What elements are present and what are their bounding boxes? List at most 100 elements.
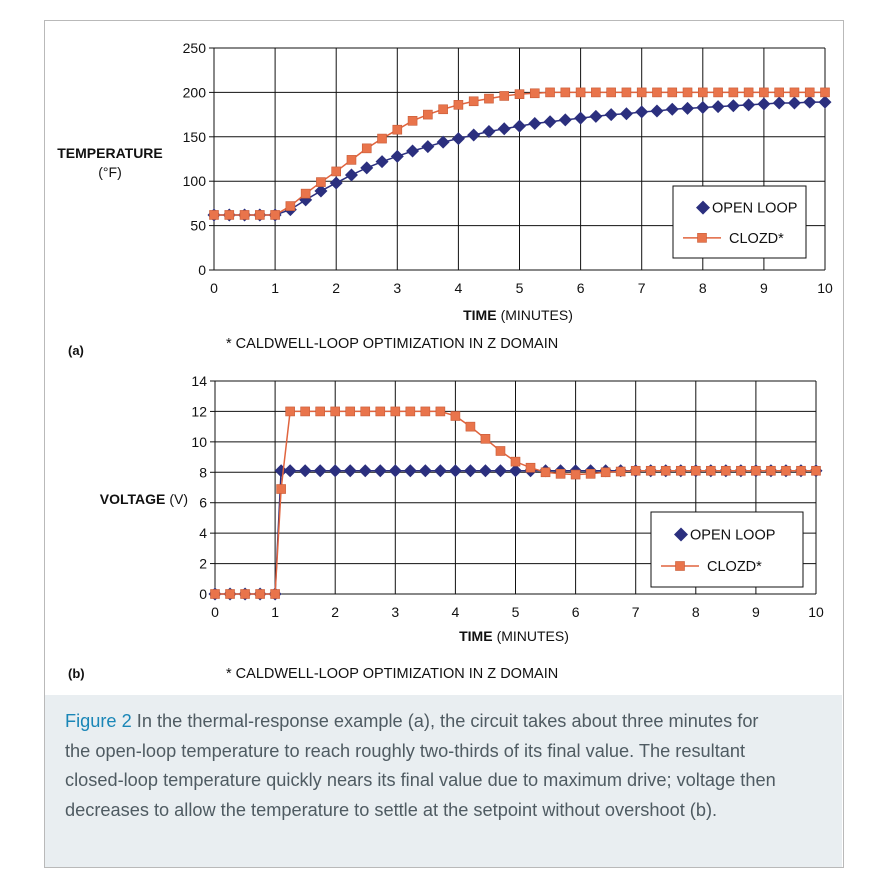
chart-a-series-open-loop-point (482, 124, 496, 138)
chart-b-series-closed-loop-point (510, 456, 521, 467)
chart-b-series-closed-loop-point (721, 465, 731, 476)
chart-b-xlabel: TIME (MINUTES) (459, 628, 569, 644)
chart-b-series-open-loop-point (328, 464, 342, 478)
chart-b-series-closed-loop-point (270, 589, 280, 599)
chart-a-series-open-loop-point (589, 109, 603, 123)
chart-a-series-open-loop-point (711, 100, 725, 114)
chart-b-series-closed-loop-point (615, 466, 626, 477)
chart-b-xtick-label: 2 (331, 604, 339, 620)
chart-a-xtick-label: 10 (817, 280, 833, 296)
caption-box: Figure 2 In the thermal-response example… (45, 695, 842, 867)
chart-a-series-closed-loop-point (346, 155, 357, 165)
chart-a-series-closed-loop-point (438, 104, 448, 115)
chart-a-series-closed-loop-point (575, 87, 586, 98)
chart-b-ylabel-main: VOLTAGE (100, 491, 166, 507)
chart-a-series-closed-loop-point (529, 88, 540, 99)
figure-label: Figure 2 (65, 711, 132, 731)
chart-b-series-closed-loop-point (480, 434, 491, 444)
chart-b-series-closed-loop-point (465, 421, 476, 432)
chart-a-panel-label: (a) (68, 343, 84, 358)
chart-b-series-open-loop-point (509, 464, 522, 478)
chart-b-series-closed-loop-point (210, 589, 220, 599)
chart-a-series-open-loop-point (314, 184, 328, 198)
chart-b-series-closed-loop-point (345, 406, 356, 417)
chart-a-legend-open-loop-marker (696, 200, 710, 215)
chart-a-ytick-label: 100 (183, 173, 207, 189)
chart-b-series-open-loop-point (463, 464, 477, 478)
chart-a-xtick-label: 7 (638, 280, 646, 296)
chart-a-series-open-loop-point (451, 132, 465, 146)
chart-a-series-open-loop-point (528, 116, 542, 130)
chart-b-series-closed-loop-point (225, 589, 235, 599)
chart-a-series-closed-loop-point (499, 91, 510, 101)
chart-b-series-open-loop-point (283, 464, 297, 478)
chart-a-series-open-loop-point (558, 113, 572, 127)
chart-a-series-closed-loop-point (239, 210, 250, 220)
chart-a-series-open-loop-point (344, 168, 358, 182)
chart-a-series-closed-loop-point (743, 87, 754, 98)
chart-a-series-open-loop-point (665, 102, 679, 116)
chart-b-series-closed-loop-point (240, 589, 250, 599)
chart-a-series-closed-loop-point (377, 133, 387, 144)
chart-a-series-open-loop-point (329, 176, 343, 190)
chart-a-xtick-label: 8 (699, 280, 707, 296)
chart-b-xtick-label: 4 (452, 604, 460, 620)
chart-b-ytick-label: 0 (199, 586, 207, 602)
chart-b-series-closed-loop-point (405, 406, 416, 417)
chart-b-series-closed-loop-point (555, 469, 566, 479)
chart-b-series-closed-loop-point (315, 406, 325, 417)
chart-b-series-closed-loop-point (706, 465, 716, 476)
chart-b-legend-open-loop-label: OPEN LOOP (690, 528, 775, 544)
chart-b-series-closed-loop-point (525, 462, 536, 473)
chart-b-series-open-loop-point (403, 464, 417, 478)
chart-b-legend: OPEN LOOP CLOZD* (650, 511, 804, 588)
chart-b-ytick-label: 12 (191, 403, 207, 419)
chart-b-series-closed-loop-point (540, 467, 551, 478)
chart-b-series-closed-loop-point (435, 406, 446, 417)
chart-a-series-closed-loop-point (423, 109, 433, 120)
chart-a-legend-closed-loop-label: CLOZD* (729, 231, 784, 247)
chart-b-series-closed-loop-point (375, 406, 386, 417)
chart-b-series-open-loop-point (448, 464, 462, 478)
chart-b-xtick-label: 5 (512, 604, 520, 620)
chart-b-series-closed-loop-point (736, 465, 746, 476)
chart-a-series-closed-loop-point (820, 87, 830, 98)
chart-a-xlabel-unit: (MINUTES) (501, 307, 573, 323)
chart-b-series-closed-loop-point (390, 406, 401, 417)
chart-a-xtick-label: 5 (516, 280, 524, 296)
chart-a-series-closed-loop-point (636, 87, 647, 98)
chart-a-xtick-label: 0 (210, 280, 218, 296)
chart-b-series-closed-loop-point (276, 484, 286, 494)
chart-b-series-closed-loop-point (766, 465, 776, 476)
chart-a-series-closed-loop-point (728, 87, 739, 98)
chart-a-series-open-loop-point (818, 95, 832, 109)
chart-a-series-open-loop-point (650, 104, 664, 118)
chart-a-series-closed-loop-point (682, 87, 693, 98)
chart-a-series-closed-loop-point (759, 87, 769, 98)
chart-b-series-closed-loop-point (330, 406, 341, 417)
chart-b-legend-box (650, 511, 804, 588)
chart-b-series-closed-loop-point (450, 411, 461, 421)
chart-a-series-open-loop-point (375, 155, 389, 169)
chart-b-ytick-label: 6 (199, 495, 207, 511)
chart-a-series-open-loop-point (696, 100, 710, 114)
chart-b-ytick-label: 2 (199, 556, 207, 572)
chart-a-series-closed-loop-point (285, 201, 296, 211)
chart-b-series-open-loop-point (433, 464, 447, 478)
chart-a-series-closed-loop-point (774, 87, 784, 98)
chart-a-series-closed-loop-point (514, 89, 525, 99)
chart-a-series-open-loop-point (803, 95, 817, 109)
chart-b-series-closed-loop-point (495, 446, 506, 456)
chart-a-series-open-loop-point (772, 96, 786, 110)
chart-a-series-closed-loop-point (270, 210, 280, 220)
chart-b-ytick-label: 4 (199, 525, 207, 541)
chart-b-legend-closed-loop-label: CLOZD* (707, 559, 762, 575)
chart-a-series-open-loop-point (513, 119, 526, 133)
chart-a-series-closed-loop-point (545, 87, 555, 98)
chart-a-legend-open-loop-label: OPEN LOOP (712, 201, 797, 217)
chart-a-series-open-loop-point (574, 111, 588, 125)
chart-b-series-open-loop-point (343, 464, 357, 478)
